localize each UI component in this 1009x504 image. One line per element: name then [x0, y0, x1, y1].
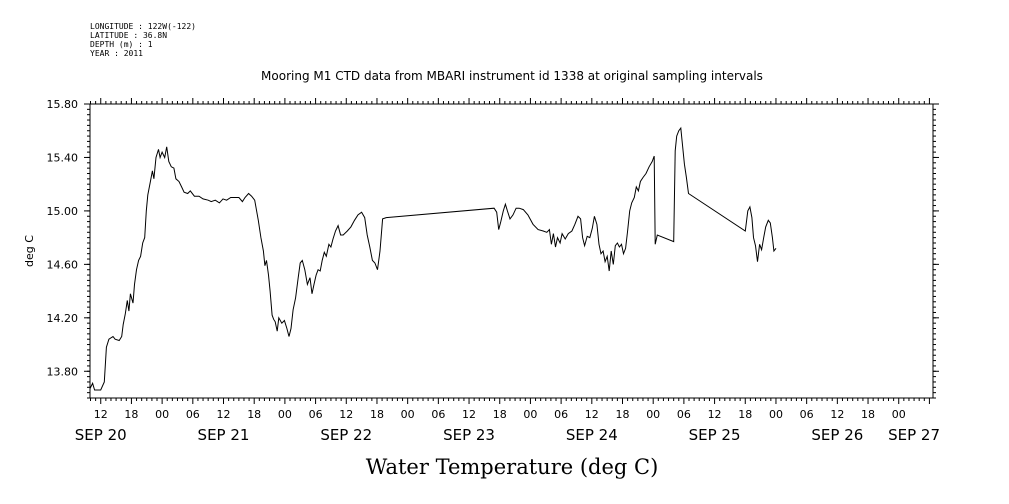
- x-tick-label: 18: [124, 408, 138, 421]
- x-day-label: SEP 27: [888, 426, 940, 444]
- metadata-latitude: LATITUDE : 36.8N: [90, 31, 168, 40]
- x-tick-label: 18: [370, 408, 384, 421]
- x-tick-label: 06: [431, 408, 445, 421]
- x-tick-label: 12: [830, 408, 844, 421]
- x-day-label: SEP 26: [811, 426, 863, 444]
- y-tick-label: 14.20: [47, 312, 79, 325]
- x-tick-label: 18: [616, 408, 630, 421]
- metadata-depth: DEPTH (m) : 1: [90, 40, 153, 49]
- y-tick-label: 15.80: [47, 98, 79, 111]
- y-axis: 13.80 14.20 14.60 15.00 15.40 15.80: [47, 98, 939, 399]
- x-tick-label: 18: [493, 408, 507, 421]
- x-tick-label: 18: [247, 408, 261, 421]
- x-tick-label: 00: [892, 408, 906, 421]
- x-tick-label: 06: [677, 408, 691, 421]
- x-axis: 12 18 00 06 12 18 00 06 12 18 00 06 12 18 00 06 12 18 00 06…: [75, 98, 940, 444]
- temperature-series-line: [89, 126, 777, 391]
- x-tick-label: 18: [738, 408, 752, 421]
- y-tick-label: 15.00: [47, 205, 79, 218]
- x-tick-label: 06: [309, 408, 323, 421]
- x-tick-label: 12: [339, 408, 353, 421]
- x-tick-label: 00: [646, 408, 660, 421]
- metadata-block: LONGITUDE : 122W(-122) LATITUDE : 36.8N …: [90, 22, 196, 58]
- x-tick-label: 00: [401, 408, 415, 421]
- x-tick-label: 00: [523, 408, 537, 421]
- x-tick-label: 06: [186, 408, 200, 421]
- x-tick-label: 06: [554, 408, 568, 421]
- x-tick-label: 18: [861, 408, 875, 421]
- plot-frame: [89, 103, 934, 399]
- x-day-label: SEP 24: [566, 426, 618, 444]
- x-day-label: SEP 23: [443, 426, 495, 444]
- y-tick-label: 14.60: [47, 258, 79, 271]
- x-tick-label: 12: [217, 408, 231, 421]
- x-day-label: SEP 25: [689, 426, 741, 444]
- x-tick-label: 00: [769, 408, 783, 421]
- x-day-label: SEP 21: [198, 426, 250, 444]
- x-tick-label: 12: [462, 408, 476, 421]
- x-day-label: SEP 20: [75, 426, 127, 444]
- chart-title: Mooring M1 CTD data from MBARI instrumen…: [261, 69, 763, 83]
- y-axis-label: deg C: [23, 235, 36, 267]
- x-tick-label: 00: [155, 408, 169, 421]
- x-tick-label: 00: [278, 408, 292, 421]
- x-tick-label: 06: [800, 408, 814, 421]
- x-day-label: SEP 22: [320, 426, 372, 444]
- y-tick-label: 13.80: [47, 365, 79, 378]
- metadata-longitude: LONGITUDE : 122W(-122): [90, 22, 196, 31]
- x-tick-label: 12: [585, 408, 599, 421]
- x-axis-label: Water Temperature (deg C): [366, 455, 659, 479]
- x-tick-label: 12: [94, 408, 108, 421]
- x-tick-label: 12: [708, 408, 722, 421]
- y-tick-label: 15.40: [47, 151, 79, 164]
- metadata-year: YEAR : 2011: [90, 49, 143, 58]
